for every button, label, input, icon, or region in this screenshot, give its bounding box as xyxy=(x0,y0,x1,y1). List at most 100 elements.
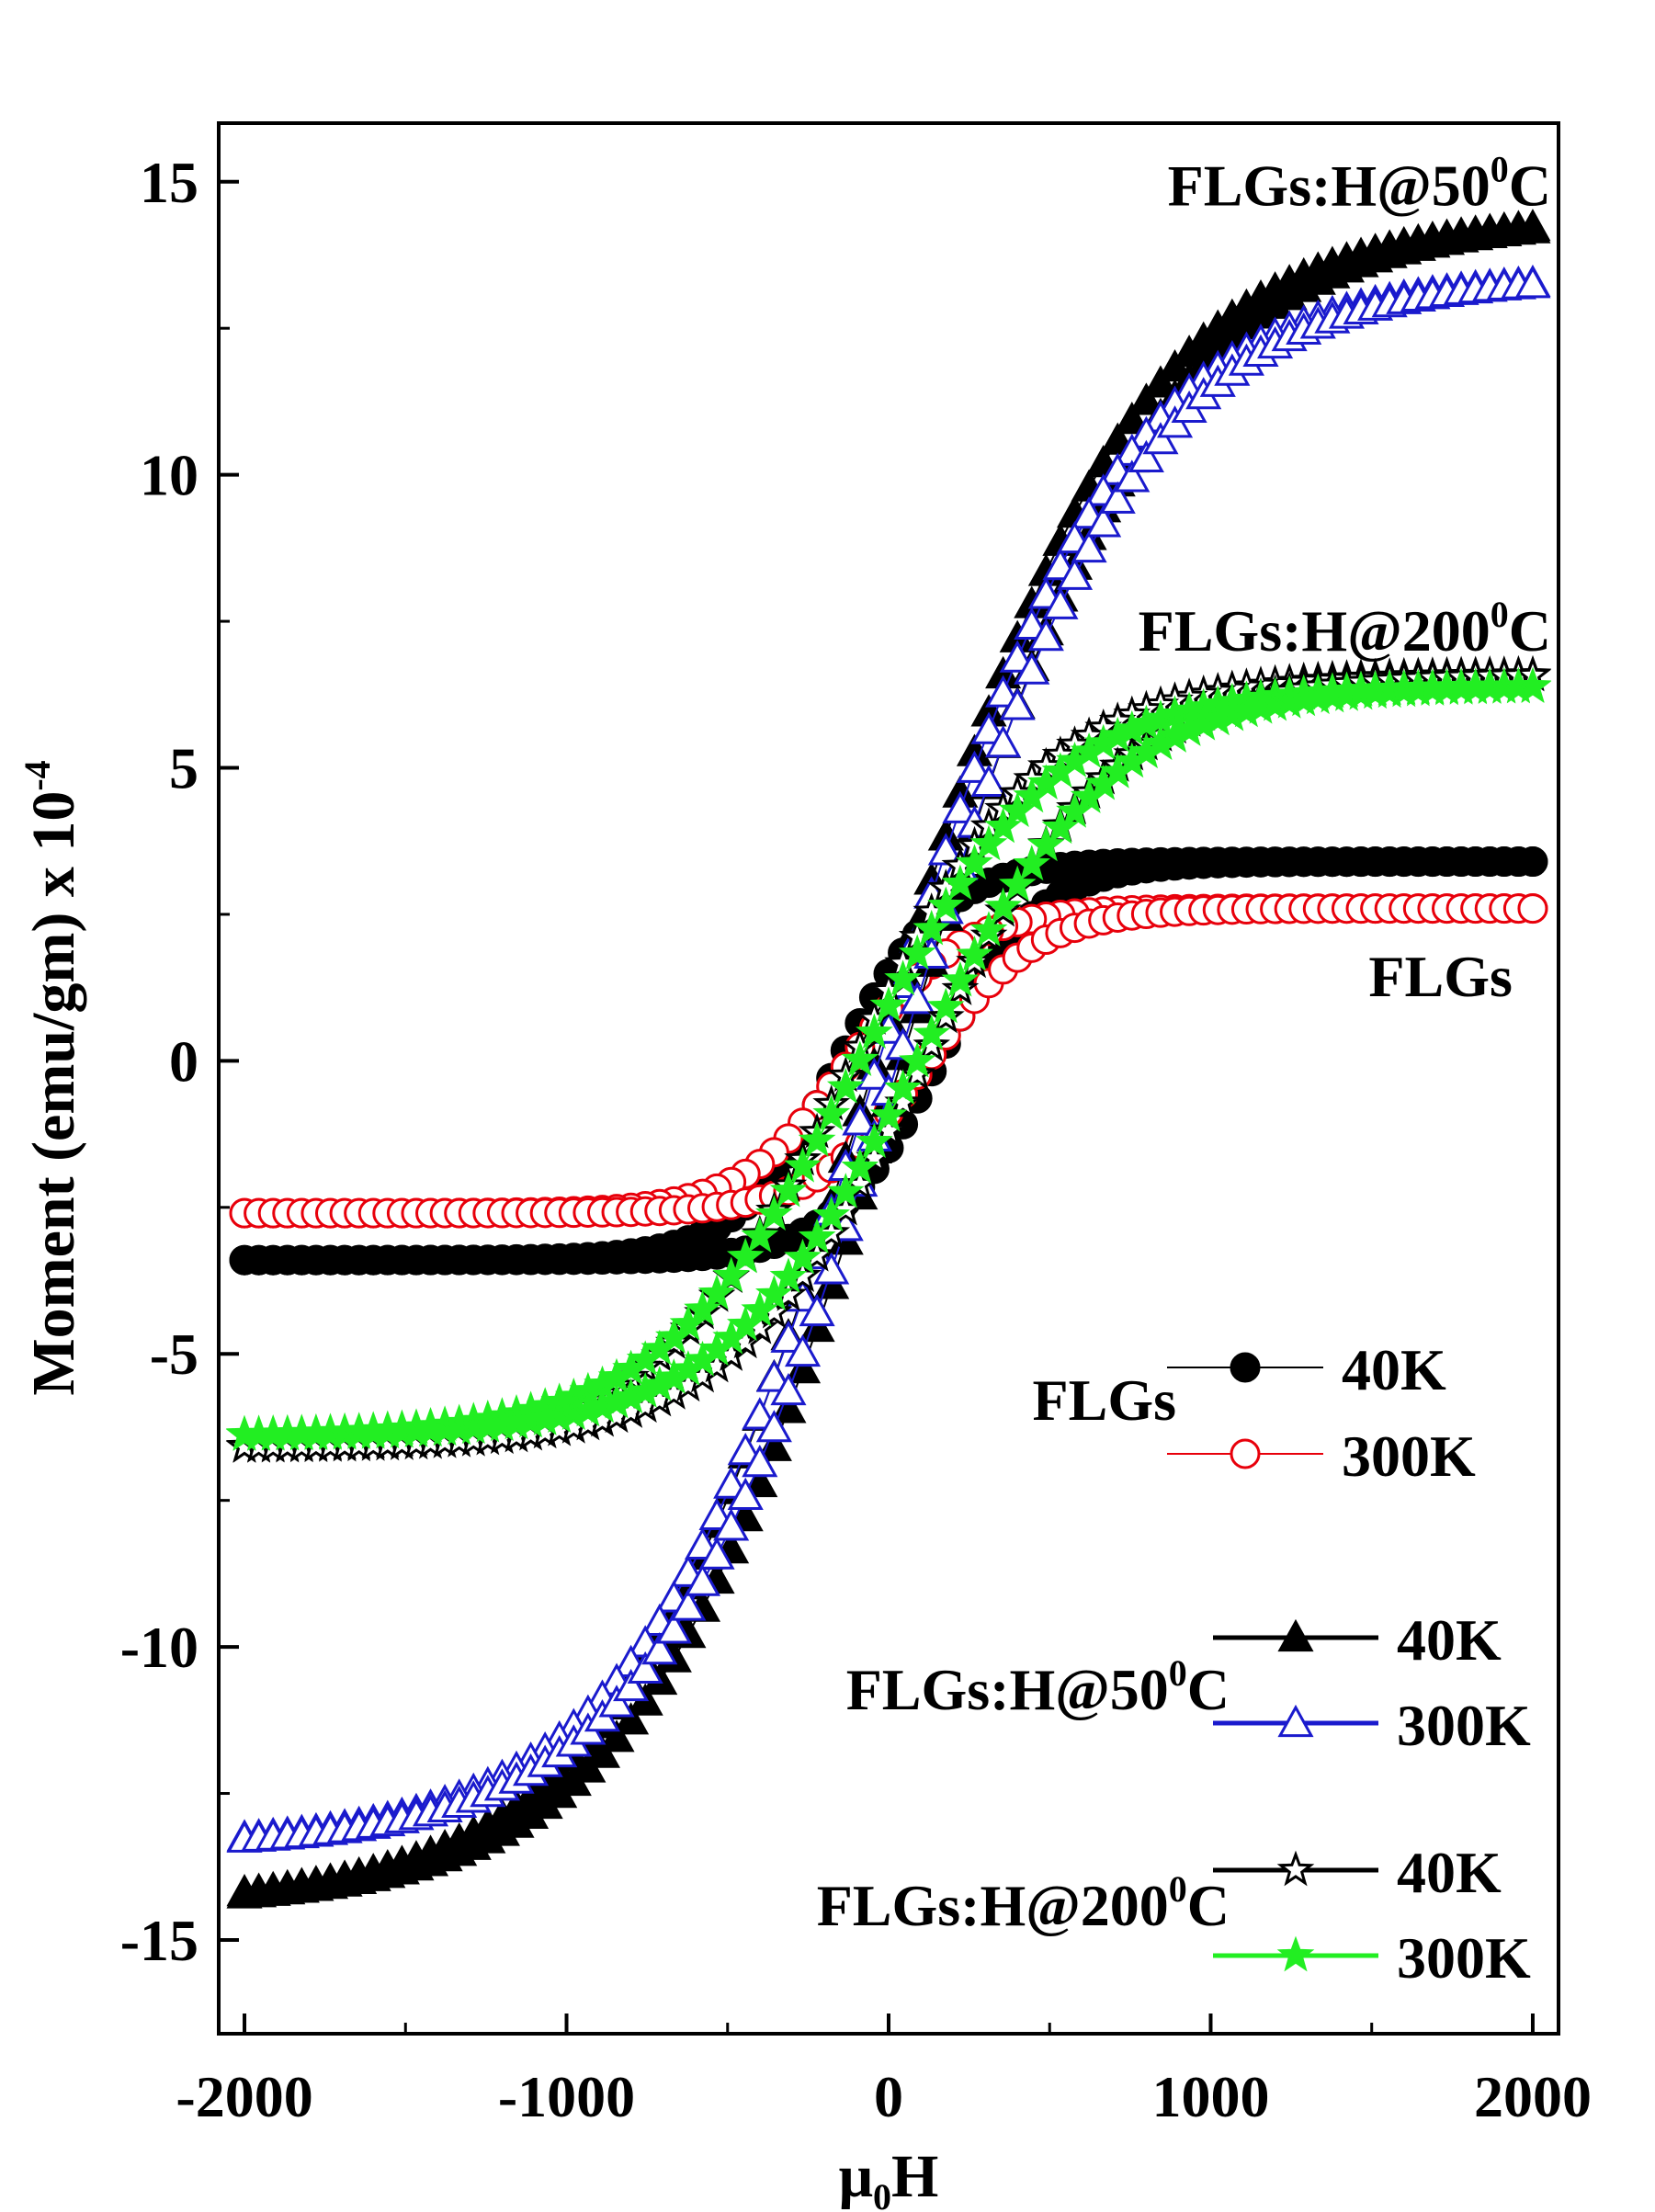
legend-group-label: FLGs:H@2000C xyxy=(817,1868,1230,1938)
data-point xyxy=(612,1349,650,1386)
x-tick-label: 2000 xyxy=(1474,2064,1592,2129)
data-point xyxy=(770,1320,807,1353)
y-tick-label: -5 xyxy=(150,1322,198,1387)
data-point xyxy=(684,1289,721,1326)
data-point xyxy=(1085,505,1122,538)
data-point xyxy=(812,1196,851,1232)
data-point xyxy=(899,981,935,1015)
data-point xyxy=(598,1719,635,1753)
x-tick-label: 1000 xyxy=(1151,2064,1269,2129)
data-point xyxy=(927,833,964,866)
data-point xyxy=(869,1095,908,1132)
series-line xyxy=(244,686,1534,1435)
legend-marker xyxy=(1230,1438,1261,1469)
data-point xyxy=(1013,845,1051,881)
curve-labels: FLGs:H@500C FLGs:H@2000C FLGs xyxy=(1139,148,1551,1009)
legend-label: 40K xyxy=(1397,1840,1502,1905)
legend-label: 300K xyxy=(1397,1693,1531,1758)
y-tick-label: 5 xyxy=(169,736,198,801)
x-tick-label: -1000 xyxy=(498,2064,635,2129)
data-point xyxy=(970,711,1007,744)
data-point xyxy=(826,1189,865,1226)
x-tick-label: 0 xyxy=(874,2064,903,2129)
data-point xyxy=(755,1195,793,1231)
data-point xyxy=(941,864,980,901)
y-axis-title: Moment (emu/gm) x 10-4 xyxy=(17,760,87,1395)
data-point xyxy=(670,1588,707,1621)
data-point xyxy=(1099,481,1136,514)
data-point xyxy=(956,750,993,783)
series-line xyxy=(244,228,1534,1896)
data-point xyxy=(841,1148,879,1185)
legend-label: 40K xyxy=(1342,1337,1446,1402)
y-tick-label: 10 xyxy=(140,443,198,508)
data-point xyxy=(613,1668,650,1702)
data-point xyxy=(641,1632,678,1665)
data-point xyxy=(698,1537,735,1570)
data-point xyxy=(598,1685,635,1718)
legend-group-label: FLGs:H@500C xyxy=(846,1652,1230,1722)
data-point xyxy=(784,1333,822,1367)
data-point xyxy=(813,1252,850,1285)
y-tick-label: 15 xyxy=(140,150,198,215)
curve-label: FLGs:H@500C xyxy=(1168,148,1551,218)
data-point xyxy=(884,1083,922,1119)
data-point xyxy=(769,1257,808,1294)
data-point xyxy=(913,1026,951,1062)
data-point xyxy=(1042,586,1079,619)
data-point xyxy=(726,1237,765,1274)
data-point xyxy=(942,790,979,823)
series-line xyxy=(244,686,1534,1436)
curve-label: FLGs xyxy=(1368,944,1512,1009)
legend-label: 40K xyxy=(1397,1607,1502,1673)
data-point xyxy=(584,1735,621,1768)
data-point xyxy=(913,1014,951,1050)
data-point xyxy=(956,936,993,971)
data-point xyxy=(742,1397,778,1430)
curve-label: FLGs:H@2000C xyxy=(1139,594,1551,664)
data-point xyxy=(841,1040,879,1076)
data-point xyxy=(984,887,1022,924)
legend: FLGs 40K 300K FLGs:H@500C 40K 300K FLGs:H@2000… xyxy=(817,1337,1531,1991)
data-point xyxy=(799,1293,835,1327)
data-point xyxy=(1084,723,1122,760)
data-point xyxy=(1013,777,1051,813)
data-point xyxy=(856,1057,892,1090)
legend-marker xyxy=(1276,1850,1315,1887)
data-point xyxy=(1027,618,1064,652)
data-point xyxy=(741,1290,779,1327)
data-point xyxy=(941,960,980,997)
legend-marker xyxy=(1276,1935,1315,1972)
data-point xyxy=(884,959,922,996)
data-point xyxy=(842,1103,879,1136)
data-point xyxy=(985,675,1022,708)
data-point xyxy=(998,865,1037,902)
data-point xyxy=(970,764,1007,798)
data-point xyxy=(984,807,1022,844)
data-point xyxy=(712,1256,750,1293)
data-point xyxy=(1517,893,1548,925)
data-point xyxy=(1128,382,1164,415)
data-point xyxy=(926,997,965,1034)
data-point xyxy=(985,725,1022,758)
data-point xyxy=(999,687,1036,720)
legend-label: 300K xyxy=(1397,1925,1531,1991)
series-3 xyxy=(226,264,1551,1853)
series-line xyxy=(244,283,1534,1840)
series-line xyxy=(244,675,1534,1448)
data-point xyxy=(627,1650,663,1685)
x-axis-title: μ0H xyxy=(839,2143,939,2212)
data-point xyxy=(770,1372,807,1406)
legend-marker xyxy=(1230,1352,1261,1383)
data-point xyxy=(1514,266,1551,299)
data-point xyxy=(742,1445,778,1478)
data-point xyxy=(913,909,951,946)
data-point xyxy=(1056,557,1094,590)
y-tick-label: 0 xyxy=(169,1028,198,1094)
data-point xyxy=(856,1122,893,1159)
data-point xyxy=(741,1217,779,1253)
data-point xyxy=(812,1095,851,1131)
data-point xyxy=(841,1164,879,1201)
series-5 xyxy=(225,666,1552,1451)
